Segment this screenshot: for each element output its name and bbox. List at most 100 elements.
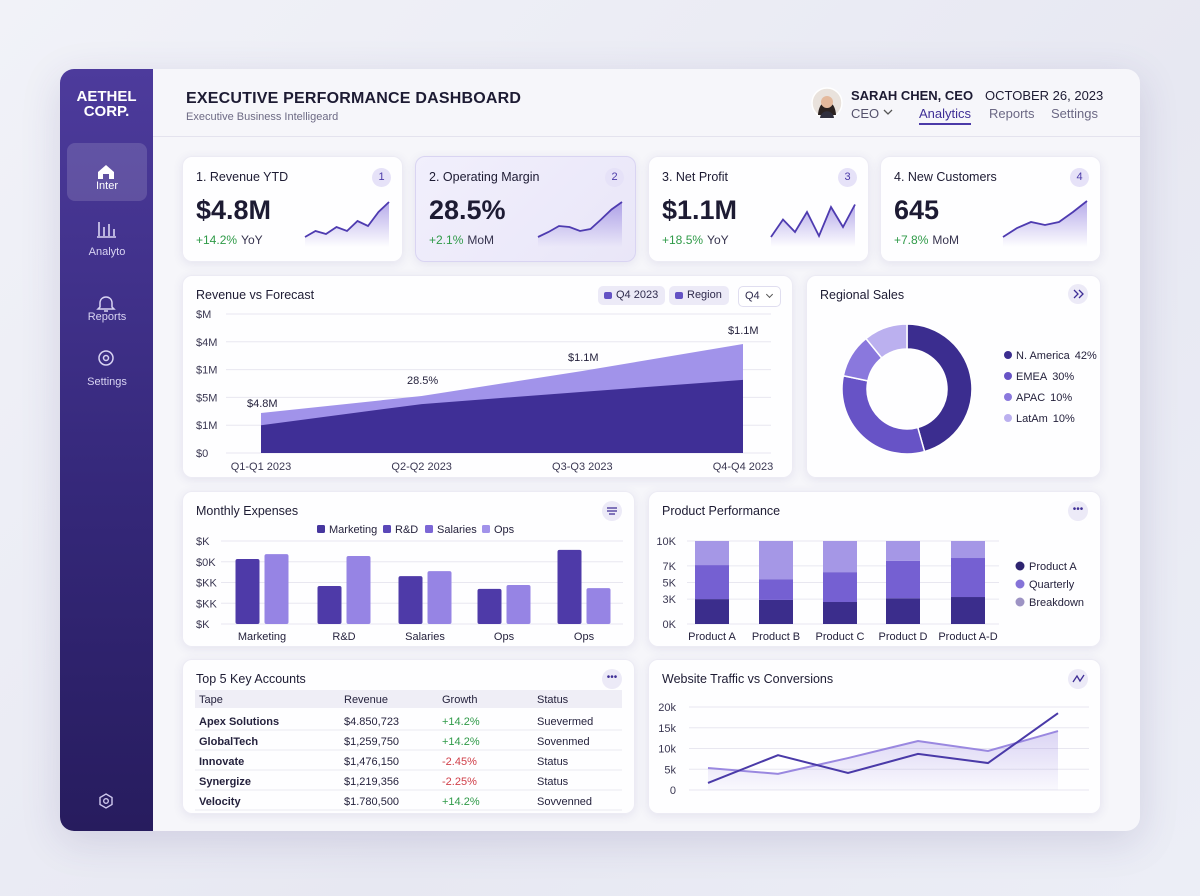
page-title: EXECUTIVE PERFORMANCE DASHBOARD bbox=[186, 90, 522, 107]
kpi-delta: +14.2% bbox=[196, 233, 238, 247]
table-cell: +14.2% bbox=[442, 796, 480, 808]
bar-segment bbox=[759, 579, 793, 600]
chart: $M $4M $1M $5M $1M $0 Q1-Q1 2023 Q2-Q2 2023 Q3-Q… bbox=[196, 309, 773, 473]
y-tick-label: 10k bbox=[658, 744, 676, 756]
bar bbox=[317, 586, 342, 624]
nav-label[interactable]: Reports bbox=[87, 311, 127, 323]
x-tick-label: Product C bbox=[816, 631, 865, 643]
table-cell: $4.850,723 bbox=[344, 716, 399, 728]
kpi-badge: 4 bbox=[1070, 168, 1089, 187]
tab[interactable]: Reports bbox=[989, 106, 1035, 121]
chart: N. America 42%EMEA 30%APAC 10%LatAm 10% bbox=[841, 284, 1097, 455]
donut-slice bbox=[906, 323, 973, 453]
legend-dot bbox=[1004, 351, 1012, 359]
kpi-label: 2. Operating Margin bbox=[429, 170, 540, 184]
y-tick-label: $1M bbox=[196, 365, 217, 377]
x-tick-label: Q1-Q1 2023 bbox=[231, 461, 292, 473]
chart: 10K 7K 5K 3K 0K Product A Product B Product C Pr… bbox=[656, 536, 1084, 643]
page-subtitle: Executive Business Intelligeard bbox=[186, 111, 339, 123]
kpi-period: MoM bbox=[467, 233, 495, 247]
icon-glyph bbox=[1072, 674, 1085, 683]
panel-icon[interactable] bbox=[602, 501, 622, 521]
analytics-icon[interactable] bbox=[97, 222, 116, 238]
legend-entry: Marketing bbox=[329, 524, 377, 536]
user-role[interactable]: CEO bbox=[851, 106, 880, 121]
y-tick-label: $M bbox=[196, 309, 211, 321]
bar bbox=[427, 571, 452, 624]
nav-label[interactable]: Settings bbox=[87, 376, 127, 388]
chart-title: Product Performance bbox=[662, 504, 781, 518]
bar-segment bbox=[886, 541, 920, 561]
kpi-change: +2.1% MoM bbox=[429, 233, 494, 247]
column-header: Status bbox=[537, 694, 569, 706]
legend-entry: Quarterly bbox=[1029, 579, 1075, 591]
y-tick-label: $0 bbox=[196, 448, 208, 460]
filter-chip[interactable]: Region bbox=[669, 286, 729, 305]
sparkline bbox=[537, 201, 623, 247]
annotation: $4.8M bbox=[247, 398, 278, 410]
table-cell: Sovenmed bbox=[537, 736, 590, 748]
sidebar bbox=[60, 69, 153, 831]
bar-segment bbox=[823, 541, 857, 573]
column-header: Tape bbox=[199, 694, 223, 706]
panel-icon[interactable] bbox=[1068, 284, 1088, 304]
legend-entry: EMEA 30% bbox=[1016, 371, 1074, 383]
nav-label[interactable]: Analyto bbox=[88, 246, 126, 258]
kpi-badge: 1 bbox=[372, 168, 391, 187]
bar-segment bbox=[695, 565, 729, 600]
annotation: 28.5% bbox=[407, 375, 438, 387]
kpi-period: MoM bbox=[932, 233, 960, 247]
menu-button[interactable]: ••• bbox=[1068, 501, 1088, 521]
table-cell: Velocity bbox=[199, 796, 241, 808]
kpi-change: +14.2% YoY bbox=[196, 233, 263, 247]
legend-entry: Salaries bbox=[437, 524, 477, 536]
y-tick-label: $KK bbox=[196, 598, 217, 610]
kpi-period: YoY bbox=[241, 233, 263, 247]
menu-button[interactable]: ••• bbox=[602, 669, 622, 689]
annotation: $1.1M bbox=[568, 352, 599, 364]
filter-chip[interactable]: Q4 bbox=[738, 286, 781, 307]
legend-value: 30% bbox=[1052, 371, 1074, 383]
legend-name: APAC bbox=[1016, 392, 1045, 404]
nav-label[interactable]: Inter bbox=[95, 180, 118, 192]
legend-swatch bbox=[317, 525, 325, 533]
legend-entry: LatAm 10% bbox=[1016, 413, 1075, 425]
legend-name: EMEA bbox=[1016, 371, 1048, 383]
home-icon[interactable] bbox=[98, 165, 114, 179]
x-tick-label: Ops bbox=[494, 631, 515, 643]
bottom-settings-icon[interactable] bbox=[99, 793, 113, 809]
legend-entry: Breakdown bbox=[1029, 597, 1084, 609]
header-divider bbox=[153, 136, 1140, 137]
kpi-delta: +2.1% bbox=[429, 233, 464, 247]
tab[interactable]: Analytics bbox=[919, 106, 972, 125]
legend-entry: APAC 10% bbox=[1016, 392, 1072, 404]
filter-chip[interactable]: Q4 2023 bbox=[598, 286, 666, 305]
bell-icon[interactable] bbox=[96, 296, 116, 312]
avatar[interactable] bbox=[811, 87, 843, 119]
x-tick-label: Salaries bbox=[405, 631, 445, 643]
sparkline bbox=[770, 204, 856, 247]
table-header-bg bbox=[195, 690, 622, 708]
x-tick-label: Marketing bbox=[238, 631, 286, 643]
bar bbox=[506, 584, 531, 624]
kpi-card: 4. New Customers 4 645 +7.8% MoM bbox=[880, 156, 1101, 262]
legend-value: 10% bbox=[1053, 413, 1075, 425]
table-cell: GlobalTech bbox=[199, 736, 258, 748]
user-name: SARAH CHEN, CEO bbox=[851, 88, 974, 103]
chart-title: Website Traffic vs Conversions bbox=[662, 672, 834, 686]
bar-segment bbox=[886, 598, 920, 624]
y-tick-label: $4M bbox=[196, 337, 217, 349]
chart-panel: $M $4M $1M $5M $1M $0 Q1-Q1 2023 Q2-Q2 2023 Q3-Q… bbox=[182, 275, 793, 478]
role-chevron[interactable] bbox=[883, 108, 893, 116]
y-tick-label: 7K bbox=[663, 561, 677, 573]
panel-icon[interactable] bbox=[1068, 669, 1088, 689]
x-tick-label: Product A-D bbox=[938, 631, 997, 643]
chart-panel: $K $0K $KK $KK $K Marketing R&D Salaries Ops Ops M… bbox=[182, 491, 635, 647]
settings-icon[interactable] bbox=[98, 350, 114, 366]
tab[interactable]: Settings bbox=[1051, 106, 1098, 121]
bar-segment bbox=[823, 572, 857, 603]
y-tick-label: 3K bbox=[663, 594, 677, 606]
table-panel: Tape Revenue Growth Status Apex Solutions $4.… bbox=[182, 659, 635, 814]
kpi-label: 3. Net Profit bbox=[662, 170, 728, 184]
